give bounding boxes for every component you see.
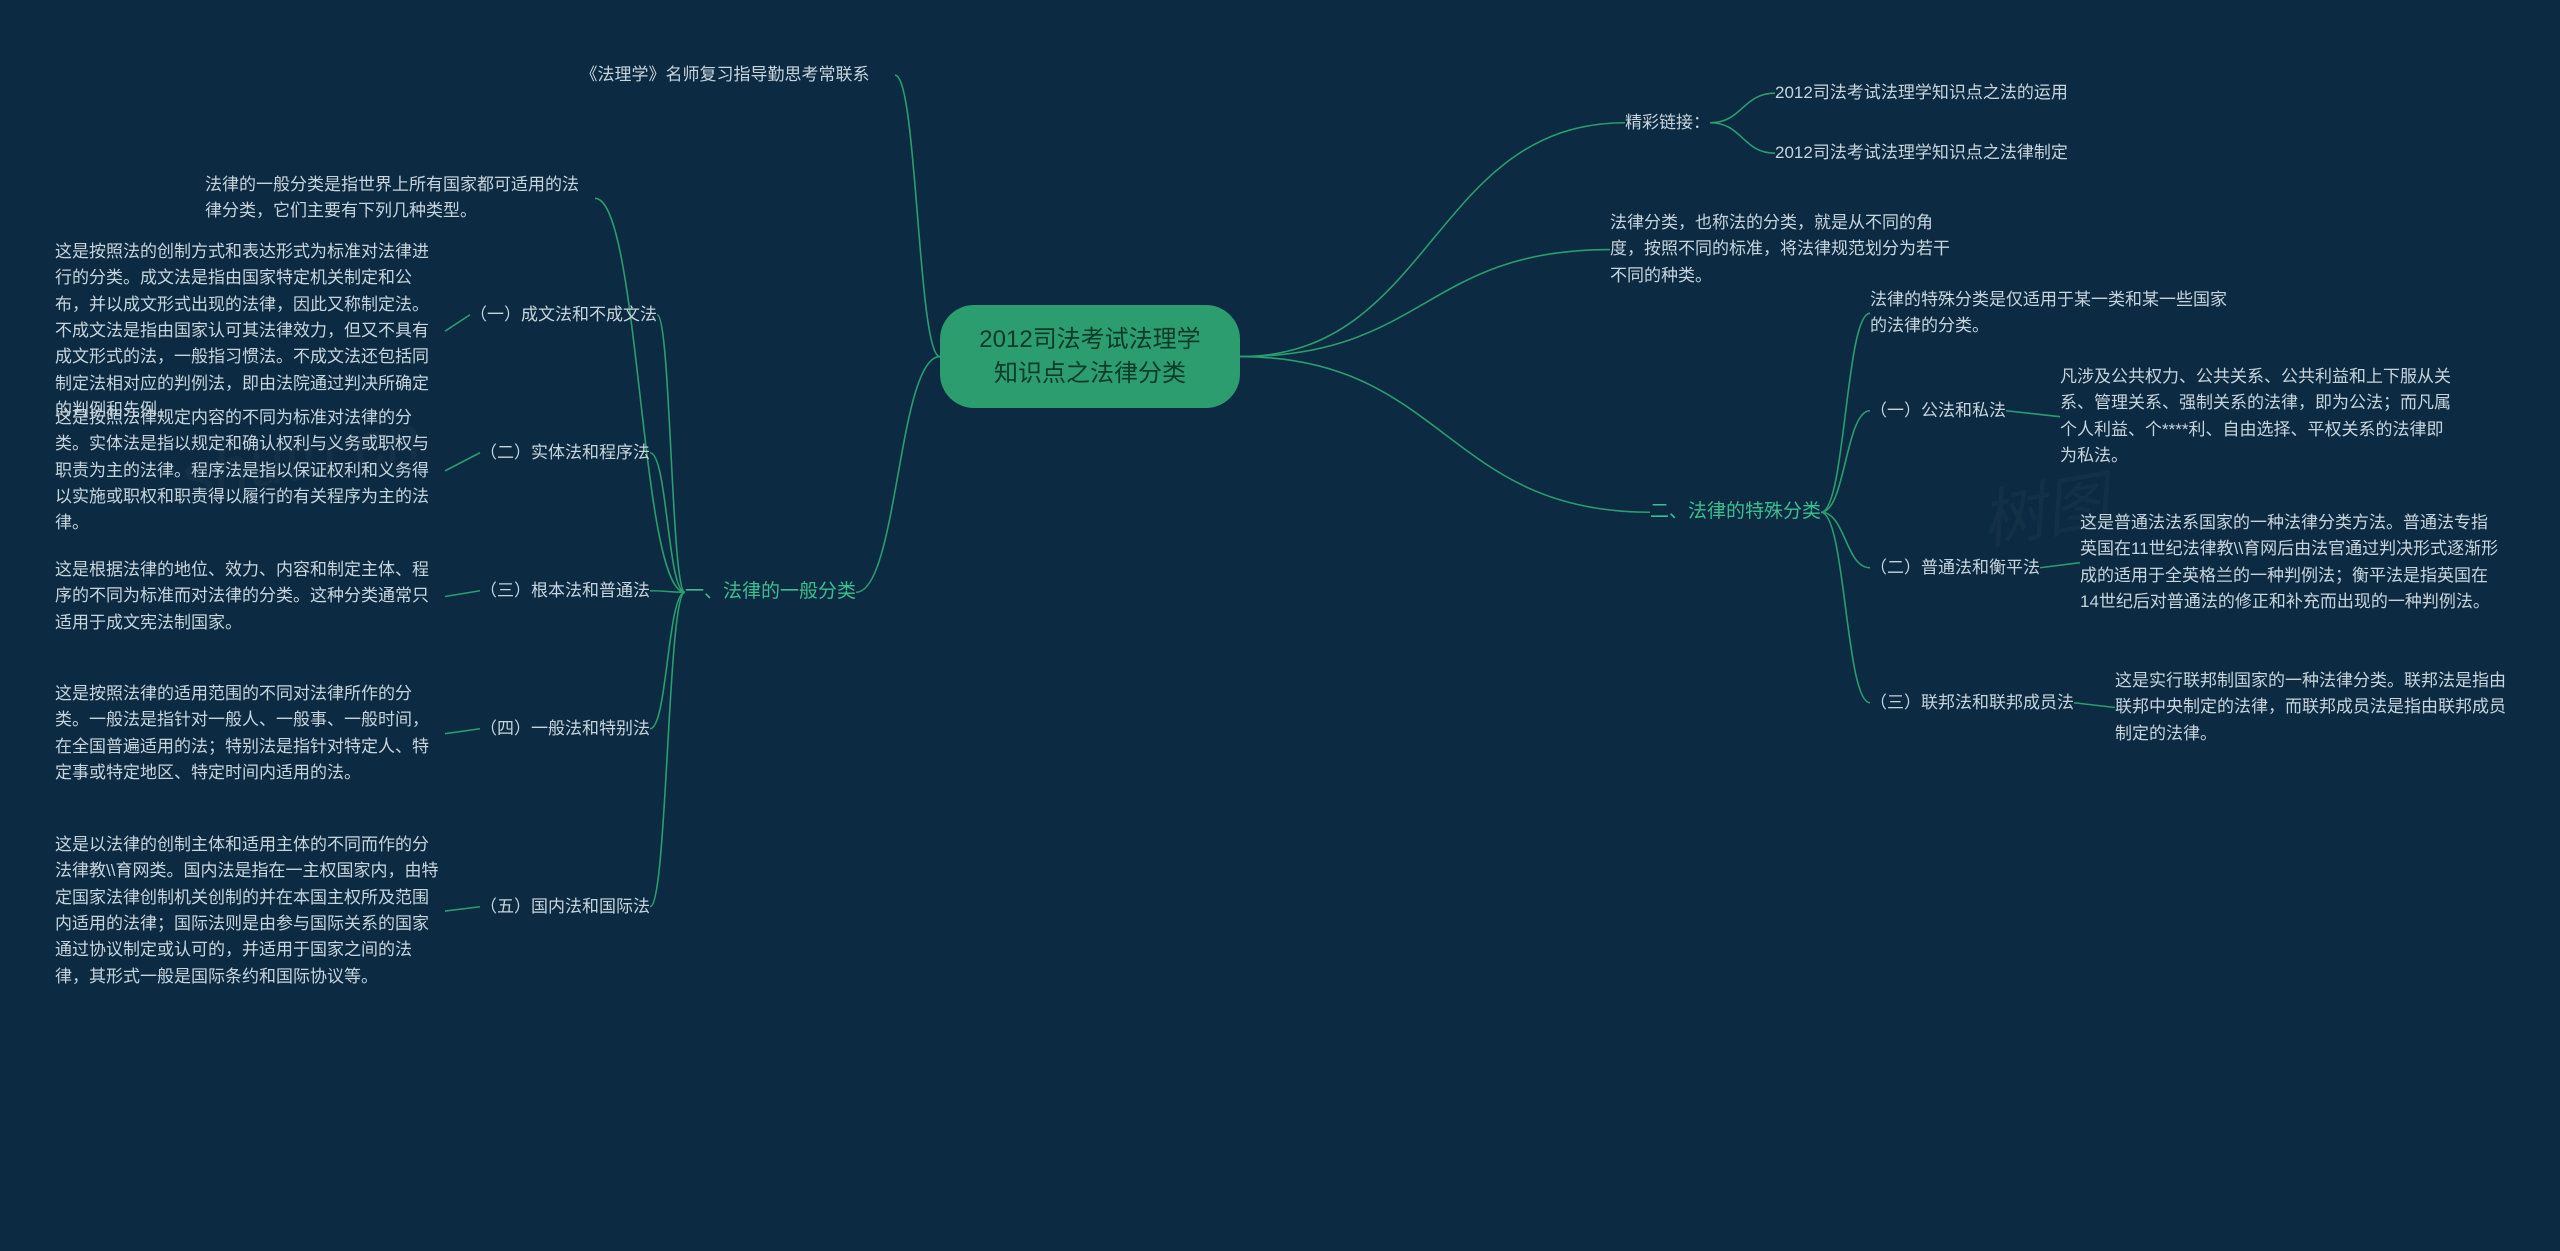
left-item-1-desc: 这是按照法的创制方式和表达形式为标准对法律进行的分类。成文法是指由国家特定机关制… <box>55 239 445 423</box>
left-item-4-desc: 这是按照法律的适用范围的不同对法律所作的分类。一般法是指针对一般人、一般事、一般… <box>55 681 445 786</box>
center-node: 2012司法考试法理学知识点之法律分类 <box>940 305 1240 408</box>
left-item-1-label: （一）成文法和不成文法 <box>470 302 657 328</box>
right-item-2-label: （二）普通法和衡平法 <box>1870 555 2040 581</box>
right-item-1-label: （一）公法和私法 <box>1870 398 2006 424</box>
left-item-3-desc: 这是根据法律的地位、效力、内容和制定主体、程序的不同为标准而对法律的分类。这种分… <box>55 557 445 636</box>
left-item-2-desc: 这是按照法律规定内容的不同为标准对法律的分类。实体法是指以规定和确认权利与义务或… <box>55 405 445 537</box>
right-item-2-desc: 这是普通法法系国家的一种法律分类方法。普通法专指英国在11世纪法律教\\育网后由… <box>2080 510 2500 615</box>
right-intro-branch: 法律分类，也称法的分类，就是从不同的角度，按照不同的标准，将法律规范划分为若干不… <box>1610 210 1950 289</box>
left-item-5-desc: 这是以法律的创制主体和适用主体的不同而作的分法律教\\育网类。国内法是指在一主权… <box>55 832 445 990</box>
left-main-intro: 法律的一般分类是指世界上所有国家都可适用的法律分类，它们主要有下列几种类型。 <box>205 172 595 225</box>
right-top-branch-label: 精彩链接： <box>1625 110 1710 136</box>
left-item-5-label: （五）国内法和国际法 <box>480 894 650 920</box>
left-item-3-label: （三）根本法和普通法 <box>480 578 650 604</box>
right-item-1-desc: 凡涉及公共权力、公共关系、公共利益和上下服从关系、管理关系、强制关系的法律，即为… <box>2060 364 2460 469</box>
right-main-intro: 法律的特殊分类是仅适用于某一类和某一些国家的法律的分类。 <box>1870 287 2240 340</box>
left-item-4-label: （四）一般法和特别法 <box>480 716 650 742</box>
left-main-label: 一、法律的一般分类 <box>685 578 856 607</box>
right-top-link-2: 2012司法考试法理学知识点之法律制定 <box>1775 140 2068 166</box>
right-top-link-1: 2012司法考试法理学知识点之法的运用 <box>1775 80 2068 106</box>
left-item-2-label: （二）实体法和程序法 <box>480 440 650 466</box>
right-item-3-desc: 这是实行联邦制国家的一种法律分类。联邦法是指由联邦中央制定的法律，而联邦成员法是… <box>2115 668 2510 747</box>
right-item-3-label: （三）联邦法和联邦成员法 <box>1870 690 2074 716</box>
left-top-branch: 《法理学》名师复习指导勤思考常联系 <box>555 62 895 88</box>
right-main-label: 二、法律的特殊分类 <box>1650 498 1821 527</box>
